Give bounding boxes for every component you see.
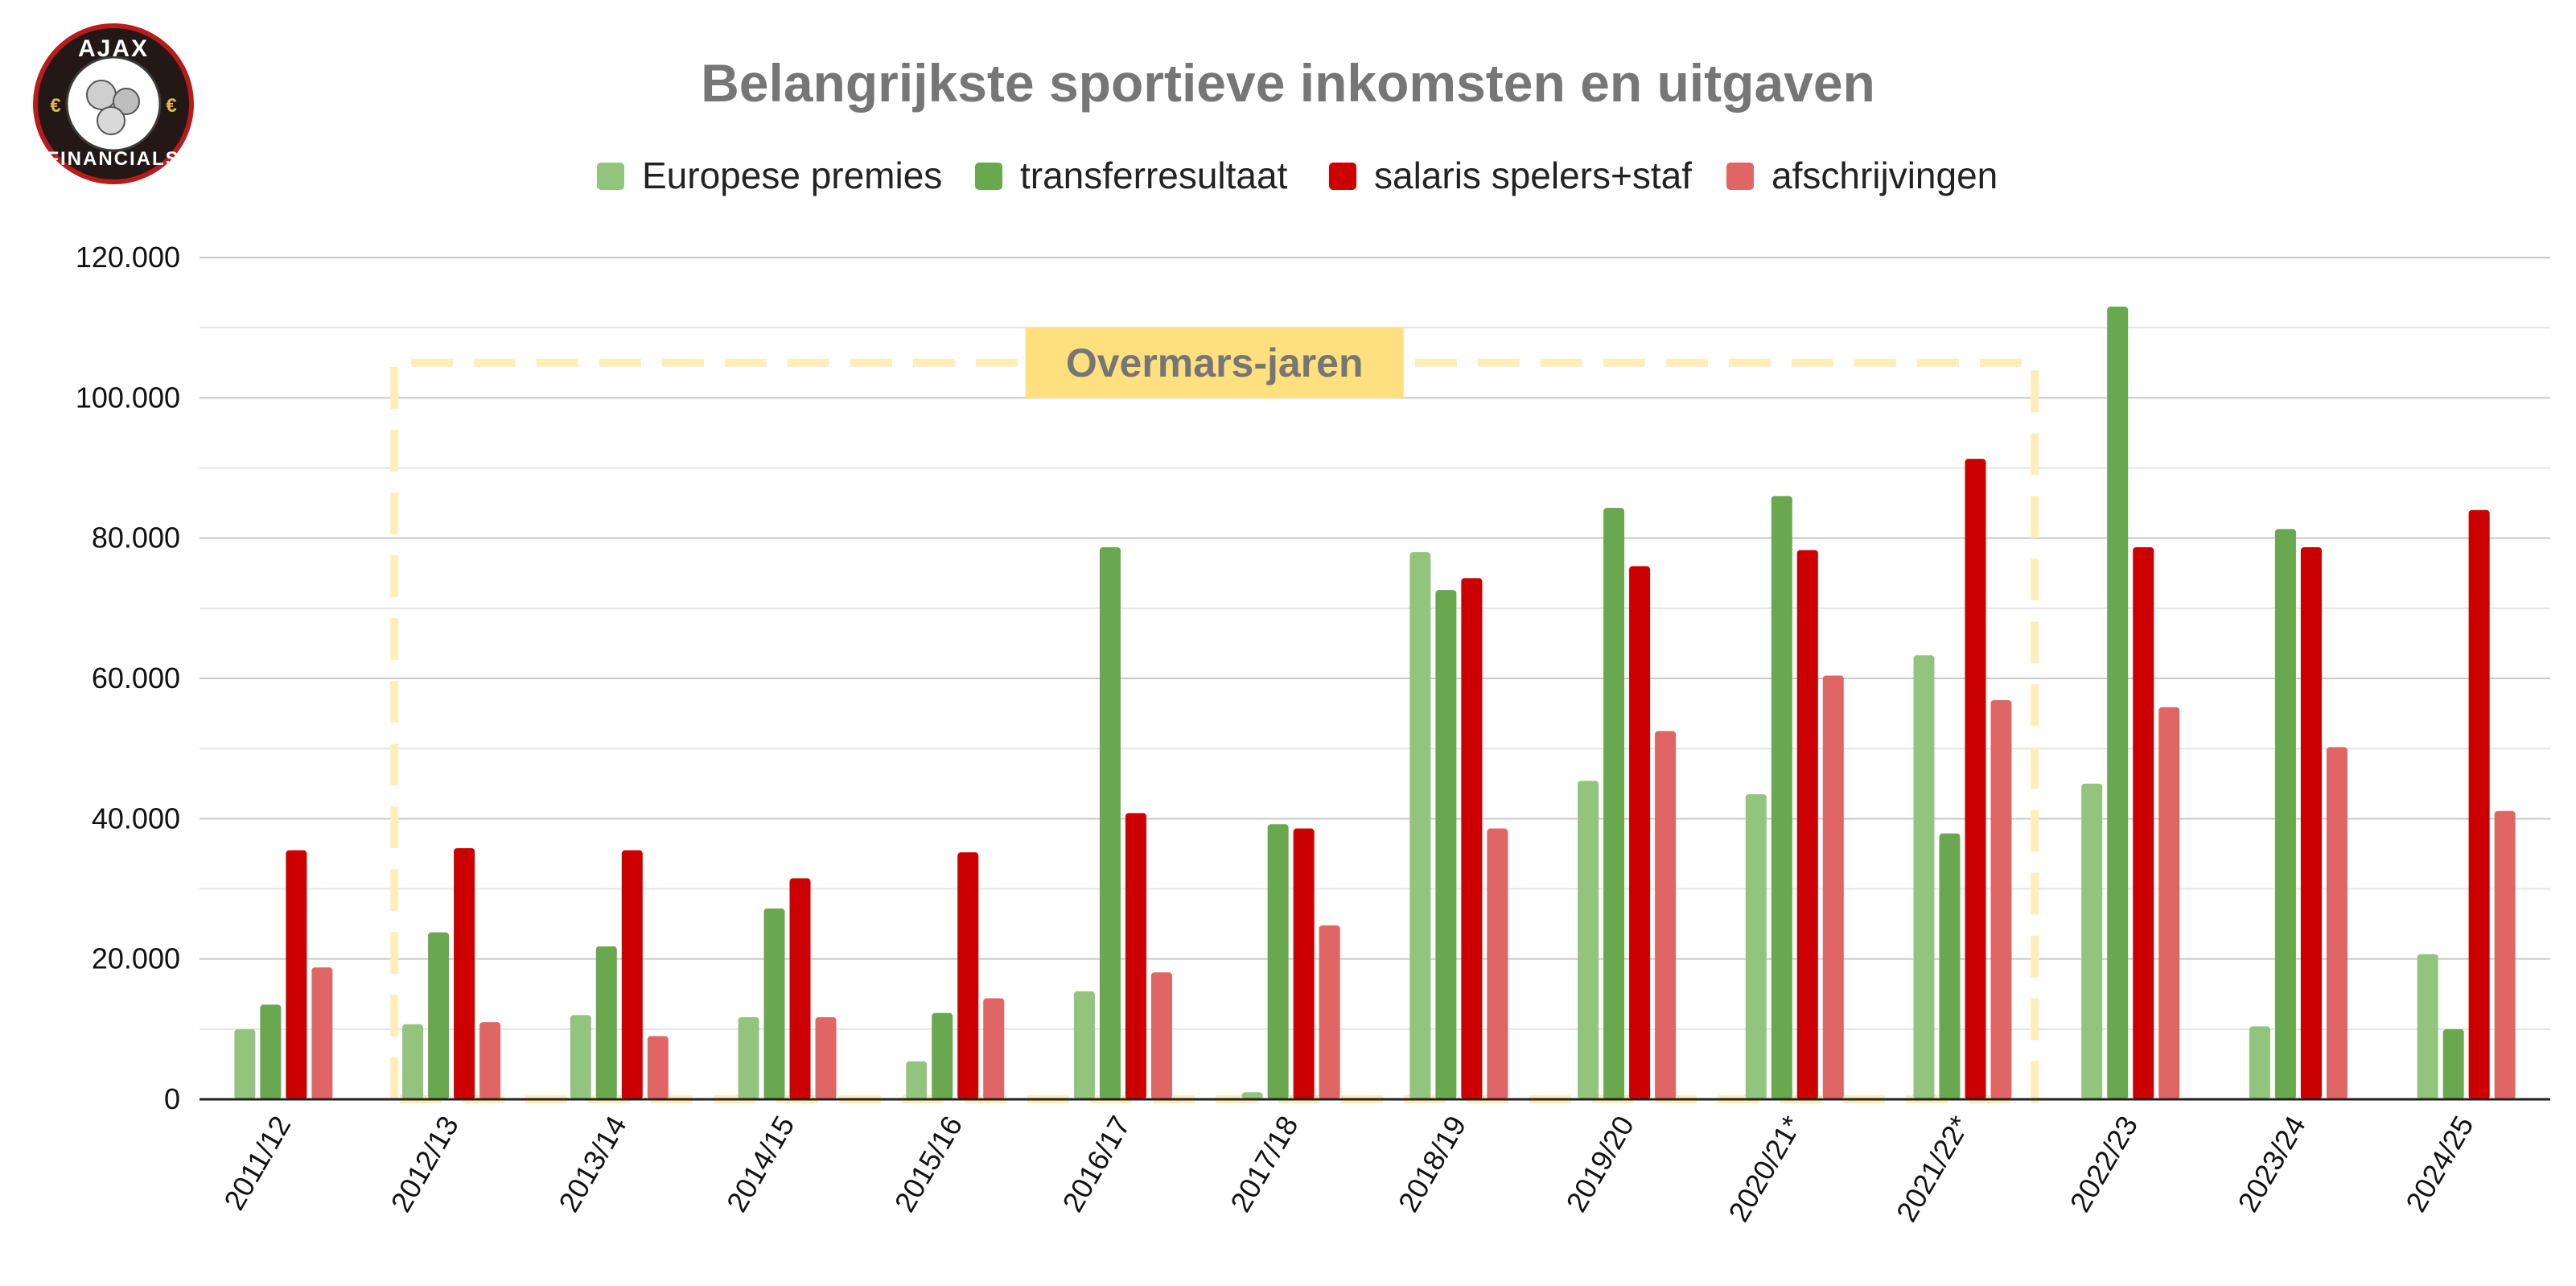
bar-2-2011/12 [260,1004,282,1099]
bar-3-2018/19 [1461,578,1483,1099]
annotation-label: Overmars-jaren [1066,340,1364,385]
chart-title: Belangrijkste sportieve inkomsten en uit… [701,53,1875,113]
bar-1-2021/22* [1913,655,1935,1099]
x-tick-label: 2019/20 [1559,1110,1640,1217]
legend-label: Europese premies [642,155,942,196]
bar-3-2016/17 [1125,813,1146,1099]
annotation-label-background [1025,327,1404,398]
x-tick-label: 2017/18 [1224,1111,1305,1218]
bar-4-2015/16 [983,998,1005,1099]
bar-2-2020/21* [1771,496,1792,1099]
bar-3-2022/23 [2133,546,2154,1099]
legend-label: afschrijvingen [1772,155,1998,196]
bar-4-2020/21* [1822,675,1844,1099]
legend-swatch [975,163,1002,190]
x-axis-ticks: 2011/12 2012/13 2013/14 2014/15 2015/16 2016/… [217,1110,2480,1226]
bar-4-2019/20 [1655,731,1677,1099]
legend-label: transferresultaat [1020,155,1288,196]
bars [200,307,2550,1101]
bar-2-2017/18 [1267,824,1289,1099]
x-tick-label: 2022/23 [2064,1111,2145,1218]
bar-2-2024/25 [2442,1028,2464,1099]
bar-3-2019/20 [1629,566,1651,1099]
bar-1-2023/24 [2249,1026,2270,1099]
bar-1-2017/18 [1241,1092,1263,1099]
legend: Europese premies transferresultaat salaris… [597,155,1998,196]
y-tick-label: 20.000 [92,942,180,975]
bar-1-2020/21* [1745,793,1767,1099]
bar-1-2018/19 [1409,552,1431,1099]
bar-2-2015/16 [932,1012,953,1099]
bar-4-2023/24 [2326,747,2348,1099]
bar-3-2011/12 [286,850,307,1099]
bar-1-2015/16 [906,1061,928,1099]
bar-4-2021/22* [1990,700,2012,1099]
bar-4-2022/23 [2158,707,2180,1099]
x-tick-label: 2016/17 [1056,1111,1137,1218]
y-axis-ticks: 0 20.000 40.000 60.000 80.000 100.000 120.000 [76,241,180,1115]
logo-top-text: AJAX [78,35,149,62]
x-tick-label: 2020/21* [1722,1111,1809,1227]
y-tick-label: 0 [164,1082,180,1115]
bar-1-2014/15 [738,1017,759,1099]
bar-2-2012/13 [428,932,450,1099]
bar-1-2011/12 [234,1028,256,1099]
bar-4-2013/14 [647,1036,669,1099]
bar-4-2011/12 [311,967,333,1099]
y-tick-label: 60.000 [92,662,180,695]
legend-swatch [1329,163,1356,190]
bar-3-2013/14 [621,850,643,1099]
legend-swatch [1726,163,1754,190]
bar-3-2023/24 [2300,546,2322,1099]
bar-4-2018/19 [1487,828,1508,1099]
bar-4-2014/15 [815,1017,837,1099]
bar-2-2014/15 [763,908,785,1099]
x-tick-label: 2013/14 [552,1111,633,1218]
bar-2-2018/19 [1435,590,1457,1099]
logo-bottom-text: FINANCIALS [47,148,179,170]
gridlines [200,257,2550,1030]
bar-1-2013/14 [570,1015,591,1099]
ajax-financials-logo: AJAX FINANCIALS € € [33,23,194,184]
euro-left-icon: € [50,95,60,117]
bar-3-2012/13 [454,847,475,1099]
bar-4-2024/25 [2494,810,2516,1099]
bar-2-2022/23 [2107,307,2129,1099]
bar-3-2021/22* [1965,459,1986,1099]
bar-1-2024/25 [2417,954,2438,1099]
y-tick-label: 100.000 [76,381,180,414]
bar-1-2016/17 [1073,991,1095,1099]
bar-3-2017/18 [1293,828,1315,1099]
bar-1-2022/23 [2081,783,2103,1099]
bar-4-2016/17 [1150,972,1172,1099]
bar-3-2015/16 [957,852,979,1099]
y-tick-label: 80.000 [92,521,180,554]
legend-label: salaris spelers+staf [1374,155,1692,196]
bar-3-2024/25 [2468,509,2490,1099]
y-tick-label: 40.000 [92,802,180,835]
y-tick-label: 120.000 [76,241,180,274]
bar-3-2014/15 [789,878,811,1099]
x-tick-label: 2023/24 [2231,1111,2312,1218]
legend-swatch [597,163,624,190]
bar-2-2019/20 [1603,508,1625,1099]
bar-2-2021/22* [1939,833,1961,1099]
bar-2-2023/24 [2274,529,2296,1099]
bar-4-2012/13 [479,1022,501,1099]
x-tick-label: 2012/13 [384,1111,465,1218]
bar-2-2016/17 [1099,546,1121,1099]
x-tick-label: 2014/15 [720,1111,801,1218]
x-tick-label: 2015/16 [888,1111,969,1218]
bar-3-2020/21* [1796,550,1818,1099]
euro-right-icon: € [166,95,176,117]
x-tick-label: 2021/22* [1890,1111,1977,1227]
bar-2-2013/14 [595,946,617,1099]
bar-4-2017/18 [1319,925,1340,1099]
x-tick-label: 2024/25 [2399,1111,2480,1218]
bar-1-2012/13 [402,1024,424,1099]
x-tick-label: 2011/12 [217,1111,297,1216]
bar-1-2019/20 [1578,781,1599,1099]
x-tick-label: 2018/19 [1392,1111,1473,1218]
